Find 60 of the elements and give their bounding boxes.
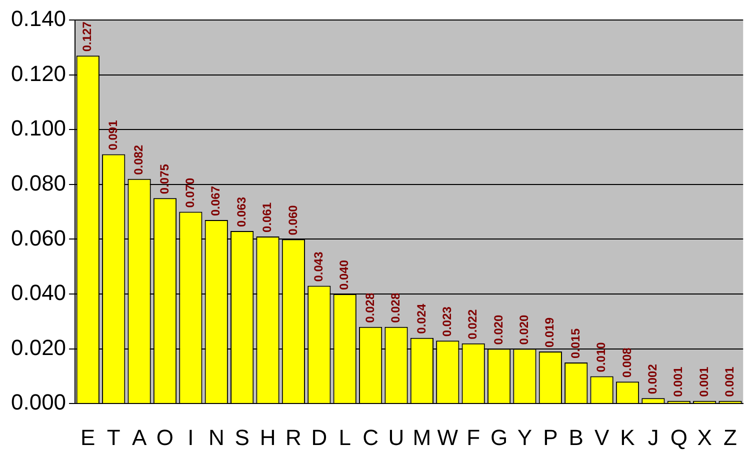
x-tick-label: Z xyxy=(724,424,738,450)
data-label: 0.060 xyxy=(286,204,300,236)
y-tick-label: 0.140 xyxy=(10,6,66,32)
data-label: 0.001 xyxy=(696,366,711,397)
y-tick-label: 0.020 xyxy=(10,334,66,360)
y-tick-label: 0.080 xyxy=(10,170,66,196)
data-label: 0.061 xyxy=(260,202,274,232)
x-tick-label: N xyxy=(208,424,224,450)
x-tick-label: J xyxy=(648,424,659,450)
data-label: 0.019 xyxy=(542,317,557,348)
x-tick-label: C xyxy=(362,424,379,450)
data-label: 0.075 xyxy=(157,164,172,194)
data-label: 0.028 xyxy=(388,292,403,323)
data-label: 0.022 xyxy=(466,308,480,340)
y-tick-label: 0.120 xyxy=(10,60,66,86)
y-tick-label: 0.100 xyxy=(10,116,66,141)
data-label: 0.043 xyxy=(311,251,326,282)
x-tick-label: I xyxy=(188,424,194,450)
data-label: 0.020 xyxy=(491,314,506,345)
y-tick-label: 0.060 xyxy=(10,225,66,250)
x-tick-label: H xyxy=(260,424,276,450)
x-tick-label: B xyxy=(568,424,584,450)
data-label: 0.063 xyxy=(234,196,248,227)
x-tick-label: O xyxy=(156,424,174,450)
x-tick-label: G xyxy=(490,424,508,450)
y-tick-label: 0.040 xyxy=(10,280,66,306)
data-label: 0.020 xyxy=(517,314,532,345)
x-tick-label: A xyxy=(132,424,147,450)
x-tick-label: K xyxy=(620,424,636,450)
data-label: 0.015 xyxy=(568,328,582,358)
data-label: 0.127 xyxy=(80,21,94,52)
x-tick-label: W xyxy=(437,424,458,450)
x-tick-label: D xyxy=(311,424,328,450)
data-label: 0.023 xyxy=(440,306,454,337)
data-label: 0.067 xyxy=(208,186,223,216)
x-tick-label: R xyxy=(286,424,302,450)
data-label: 0.002 xyxy=(646,364,660,394)
data-label: 0.028 xyxy=(362,292,377,323)
x-tick-label: U xyxy=(388,424,404,450)
data-label: 0.091 xyxy=(106,120,120,150)
data-label: 0.040 xyxy=(337,260,352,290)
data-label: 0.010 xyxy=(594,342,608,372)
x-tick-label: E xyxy=(80,424,96,450)
x-tick-label: F xyxy=(466,424,480,450)
data-label: 0.082 xyxy=(132,144,146,175)
data-label: 0.070 xyxy=(182,177,197,208)
x-tick-label: V xyxy=(594,424,610,450)
data-label: 0.001 xyxy=(722,366,737,397)
x-tick-label: T xyxy=(106,424,120,450)
x-tick-label: M xyxy=(412,424,432,450)
x-tick-label: P xyxy=(543,424,558,450)
x-tick-label: L xyxy=(338,424,351,450)
x-tick-label: S xyxy=(234,424,250,450)
x-tick-label: Q xyxy=(670,424,688,450)
x-tick-label: Y xyxy=(517,424,532,450)
data-label: 0.024 xyxy=(414,303,428,334)
x-tick-label: X xyxy=(697,424,712,450)
data-label: 0.008 xyxy=(620,347,634,378)
y-tick-label: 0.000 xyxy=(10,390,66,415)
data-label: 0.001 xyxy=(671,366,686,397)
